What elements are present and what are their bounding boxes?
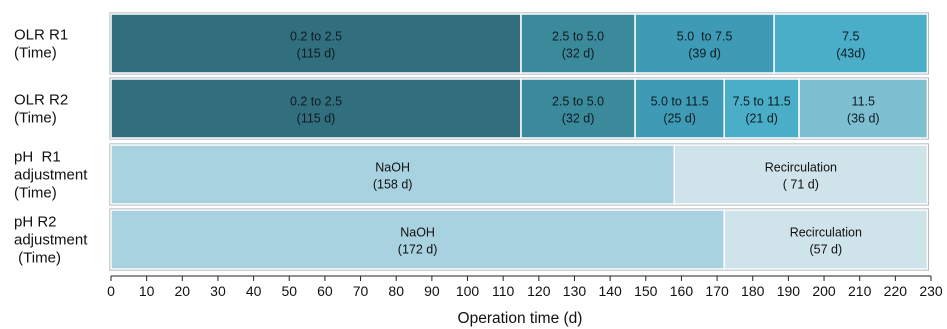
timeline-row: OLR R2(Time) 0.2 to 2.5 (115 d) 2.5 to 5.0 (… — [14, 77, 929, 140]
timeline-segment — [634, 13, 775, 74]
row-label-line: (Time) — [14, 45, 57, 62]
segment-label: 11.5 — [852, 95, 875, 109]
timeline-segment — [723, 78, 800, 139]
row-frame — [109, 77, 929, 140]
segment-label: 0.2 to 2.5 — [290, 30, 342, 44]
timeline-segment — [723, 209, 929, 270]
row-label-line: OLR R1 — [14, 27, 68, 44]
segment-label: NaOH — [375, 161, 410, 175]
x-tick-label: 0 — [107, 283, 115, 299]
row-label-line: (Time) — [14, 250, 61, 267]
row-label-line: adjustment — [14, 167, 88, 184]
x-tick-label: 10 — [139, 283, 155, 299]
x-axis-title: Operation time (d) — [458, 310, 583, 327]
x-tick-label: 30 — [210, 283, 226, 299]
x-tick-label: 80 — [388, 283, 404, 299]
segment-duration-label: (32 d) — [562, 47, 595, 61]
x-tick-label: 60 — [317, 283, 333, 299]
row-frame — [109, 208, 929, 271]
timeline-segment — [110, 144, 676, 205]
timeline-segment — [634, 78, 725, 139]
timeline-row: OLR R1(Time) 0.2 to 2.5 (115 d) 2.5 to 5.0 (… — [14, 12, 929, 75]
segment-duration-label: (115 d) — [297, 47, 336, 61]
timeline-segment — [110, 209, 725, 270]
row-label-line: OLR R2 — [14, 92, 68, 109]
segment-duration-label: (158 d) — [373, 178, 413, 192]
x-tick-label: 220 — [884, 283, 908, 299]
segment-duration-label: (57 d) — [809, 243, 842, 257]
row-label-line: pH R1 — [14, 149, 61, 166]
x-tick-label: 160 — [670, 283, 694, 299]
segment-duration-label: (172 d) — [398, 243, 438, 257]
segment-label: NaOH — [400, 226, 435, 240]
x-tick-label: 20 — [175, 283, 191, 299]
segment-label: 2.5 to 5.0 — [552, 95, 604, 109]
segment-duration-label: (115 d) — [297, 112, 336, 126]
x-tick-label: 70 — [353, 283, 369, 299]
segment-label: 5.0 to 7.5 — [677, 30, 733, 44]
timeline-segment — [110, 13, 522, 74]
x-tick-label: 180 — [741, 283, 765, 299]
timeline-segment — [673, 144, 929, 205]
timeline-segment — [520, 78, 636, 139]
x-tick-label: 170 — [705, 283, 729, 299]
x-tick-label: 210 — [848, 283, 872, 299]
x-tick-label: 140 — [598, 283, 622, 299]
segment-label: 5.0 to 11.5 — [651, 95, 709, 109]
x-tick-label: 100 — [456, 283, 480, 299]
row-label-line: (Time) — [14, 185, 57, 202]
segment-duration-label: (25 d) — [663, 112, 696, 126]
segment-label: 7.5 — [842, 30, 859, 44]
x-tick-label: 200 — [812, 283, 836, 299]
segment-duration-label: (36 d) — [847, 112, 880, 126]
x-axis: 0 10 20 30 40 50 60 70 80 90 100 110 120 130 140 150 160… — [107, 275, 943, 299]
row-frame — [109, 143, 929, 206]
x-tick-label: 90 — [424, 283, 440, 299]
timeline-segment — [773, 13, 929, 74]
segment-duration-label: (39 d) — [688, 47, 721, 61]
row-frame — [109, 12, 929, 75]
timeline-segment — [520, 13, 636, 74]
timeline-segment — [110, 78, 522, 139]
segment-label: 7.5 to 11.5 — [733, 95, 791, 109]
segment-label: Recirculation — [765, 161, 837, 175]
x-tick-label: 120 — [527, 283, 551, 299]
x-tick-label: 230 — [919, 283, 943, 299]
row-label-line: pH R2 — [14, 214, 57, 231]
segment-duration-label: (21 d) — [745, 112, 778, 126]
segment-duration-label: ( 71 d) — [783, 178, 819, 192]
row-label-line: adjustment — [14, 232, 88, 249]
x-tick-label: 40 — [246, 283, 262, 299]
segment-label: Recirculation — [790, 226, 862, 240]
x-tick-label: 190 — [777, 283, 801, 299]
x-tick-label: 130 — [563, 283, 587, 299]
segment-duration-label: (43d) — [836, 47, 865, 61]
row-label-line: (Time) — [14, 110, 57, 127]
x-tick-label: 50 — [281, 283, 297, 299]
timeline-segment — [798, 78, 929, 139]
x-tick-label: 110 — [492, 283, 515, 299]
segment-label: 2.5 to 5.0 — [552, 30, 604, 44]
segment-label: 0.2 to 2.5 — [290, 95, 342, 109]
segment-duration-label: (32 d) — [562, 112, 595, 126]
x-tick-label: 150 — [634, 283, 658, 299]
rows-layer: OLR R1(Time)0.2 to 2.5(115 d)2.5 to 5.0(… — [14, 12, 929, 271]
